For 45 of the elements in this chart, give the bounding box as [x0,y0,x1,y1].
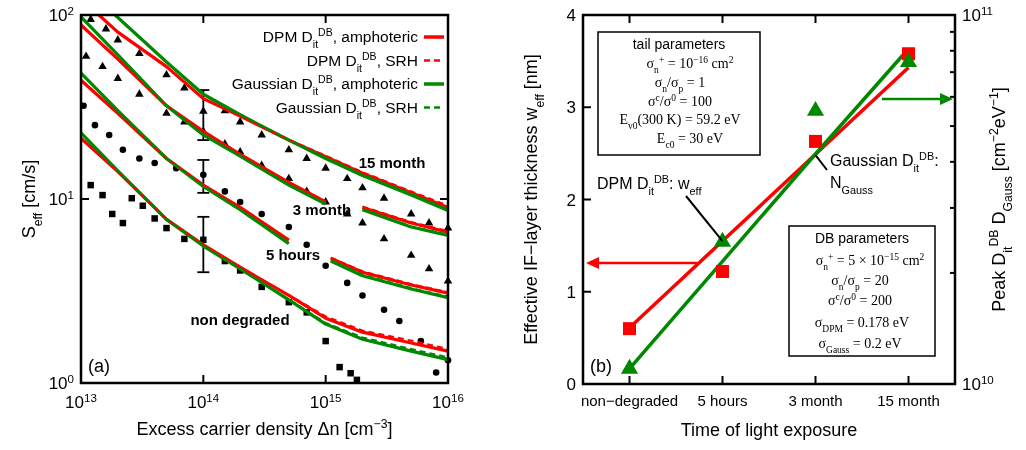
x-tick-label: non−degraded [580,392,679,409]
legend-label: Gaussian D$_{it}$$^{DB}$, SRH [275,96,418,121]
x-tick-label: 10$^{16}$ [432,392,464,412]
x-tick-label: 3 month [788,392,843,409]
legend-label: Gaussian D$_{it}$$^{DB}$, amphoteric [231,73,419,97]
x-tick-label: 10$^{13}$ [65,392,97,412]
annotation: σ$_{n}$/σ$_{p}$ = 20 [831,273,889,292]
annotation: tail parameters [632,36,726,52]
annotation: 5 hours [265,246,321,263]
annotation: 3 month [292,201,352,218]
x-tick-label: 5 hours [697,392,748,409]
y-tick-label: 2 [566,190,576,210]
annotation: N$_{Gauss}$ [830,174,874,196]
annotation: 15 month [358,154,426,171]
annotation: σ$_{n}$$^{+}$ = 10$^{−16}$ cm$^{2}$ [646,55,734,75]
annotation: σ$_{n}$$^{+}$ = 5 × 10$^{−15}$ cm$^{2}$ [815,252,925,272]
annotation: σ$^{c}$/σ$^{0}$ = 200 [828,292,892,308]
x-tick-label: 15 month [877,392,940,409]
annotation: σ$_{n}$/σ$_{p}$ = 1 [654,75,706,94]
annotation: Gaussian D$_{it}$$^{DB}$: [830,150,939,174]
y-tick-label: 3 [566,98,576,118]
legend-label: DPM D$_{it}$$^{DB}$, SRH [306,49,418,74]
annotation: E$_{v0}$(300 K) = 59.2 eV [619,112,741,131]
y-tick-label: 4 [566,6,576,25]
annotation: E$_{c0}$ = 30 eV [656,131,724,150]
annotation: non degraded [190,311,290,328]
x-axis-title: Excess carrier density Δn [cm$^{−3}$] [136,417,393,439]
annotation: (b) [590,356,612,376]
y-tick-label: 10$^{0}$ [48,373,74,393]
annotation: σ$_{DPM}$ = 0.178 eV [814,315,910,334]
annotation: DPM D$_{it}$$^{DB}$: w$_{eff}$ [597,173,703,197]
x-tick-label: 10$^{14}$ [187,392,220,412]
y2-tick-label: 10$^{10}$ [962,374,994,394]
y-tick-label: 10$^{1}$ [48,189,74,209]
x-tick-label: 10$^{15}$ [309,392,342,412]
y2-tick-label: 10$^{11}$ [962,5,993,25]
annotation: (a) [88,356,110,376]
x-axis-title: Time of light exposure [680,420,858,440]
annotation: σ$^{c}$/σ$^{0}$ = 100 [648,93,712,109]
y-tick-label: 10$^{2}$ [48,5,74,25]
annotation: σ$_{Gauss}$ = 0.2 eV [818,336,902,355]
annotation: DB parameters [814,230,910,246]
legend-label: DPM D$_{it}$$^{DB}$, amphoteric [262,26,419,50]
y-tick-label: 0 [566,375,576,394]
y-tick-label: 1 [566,282,576,302]
